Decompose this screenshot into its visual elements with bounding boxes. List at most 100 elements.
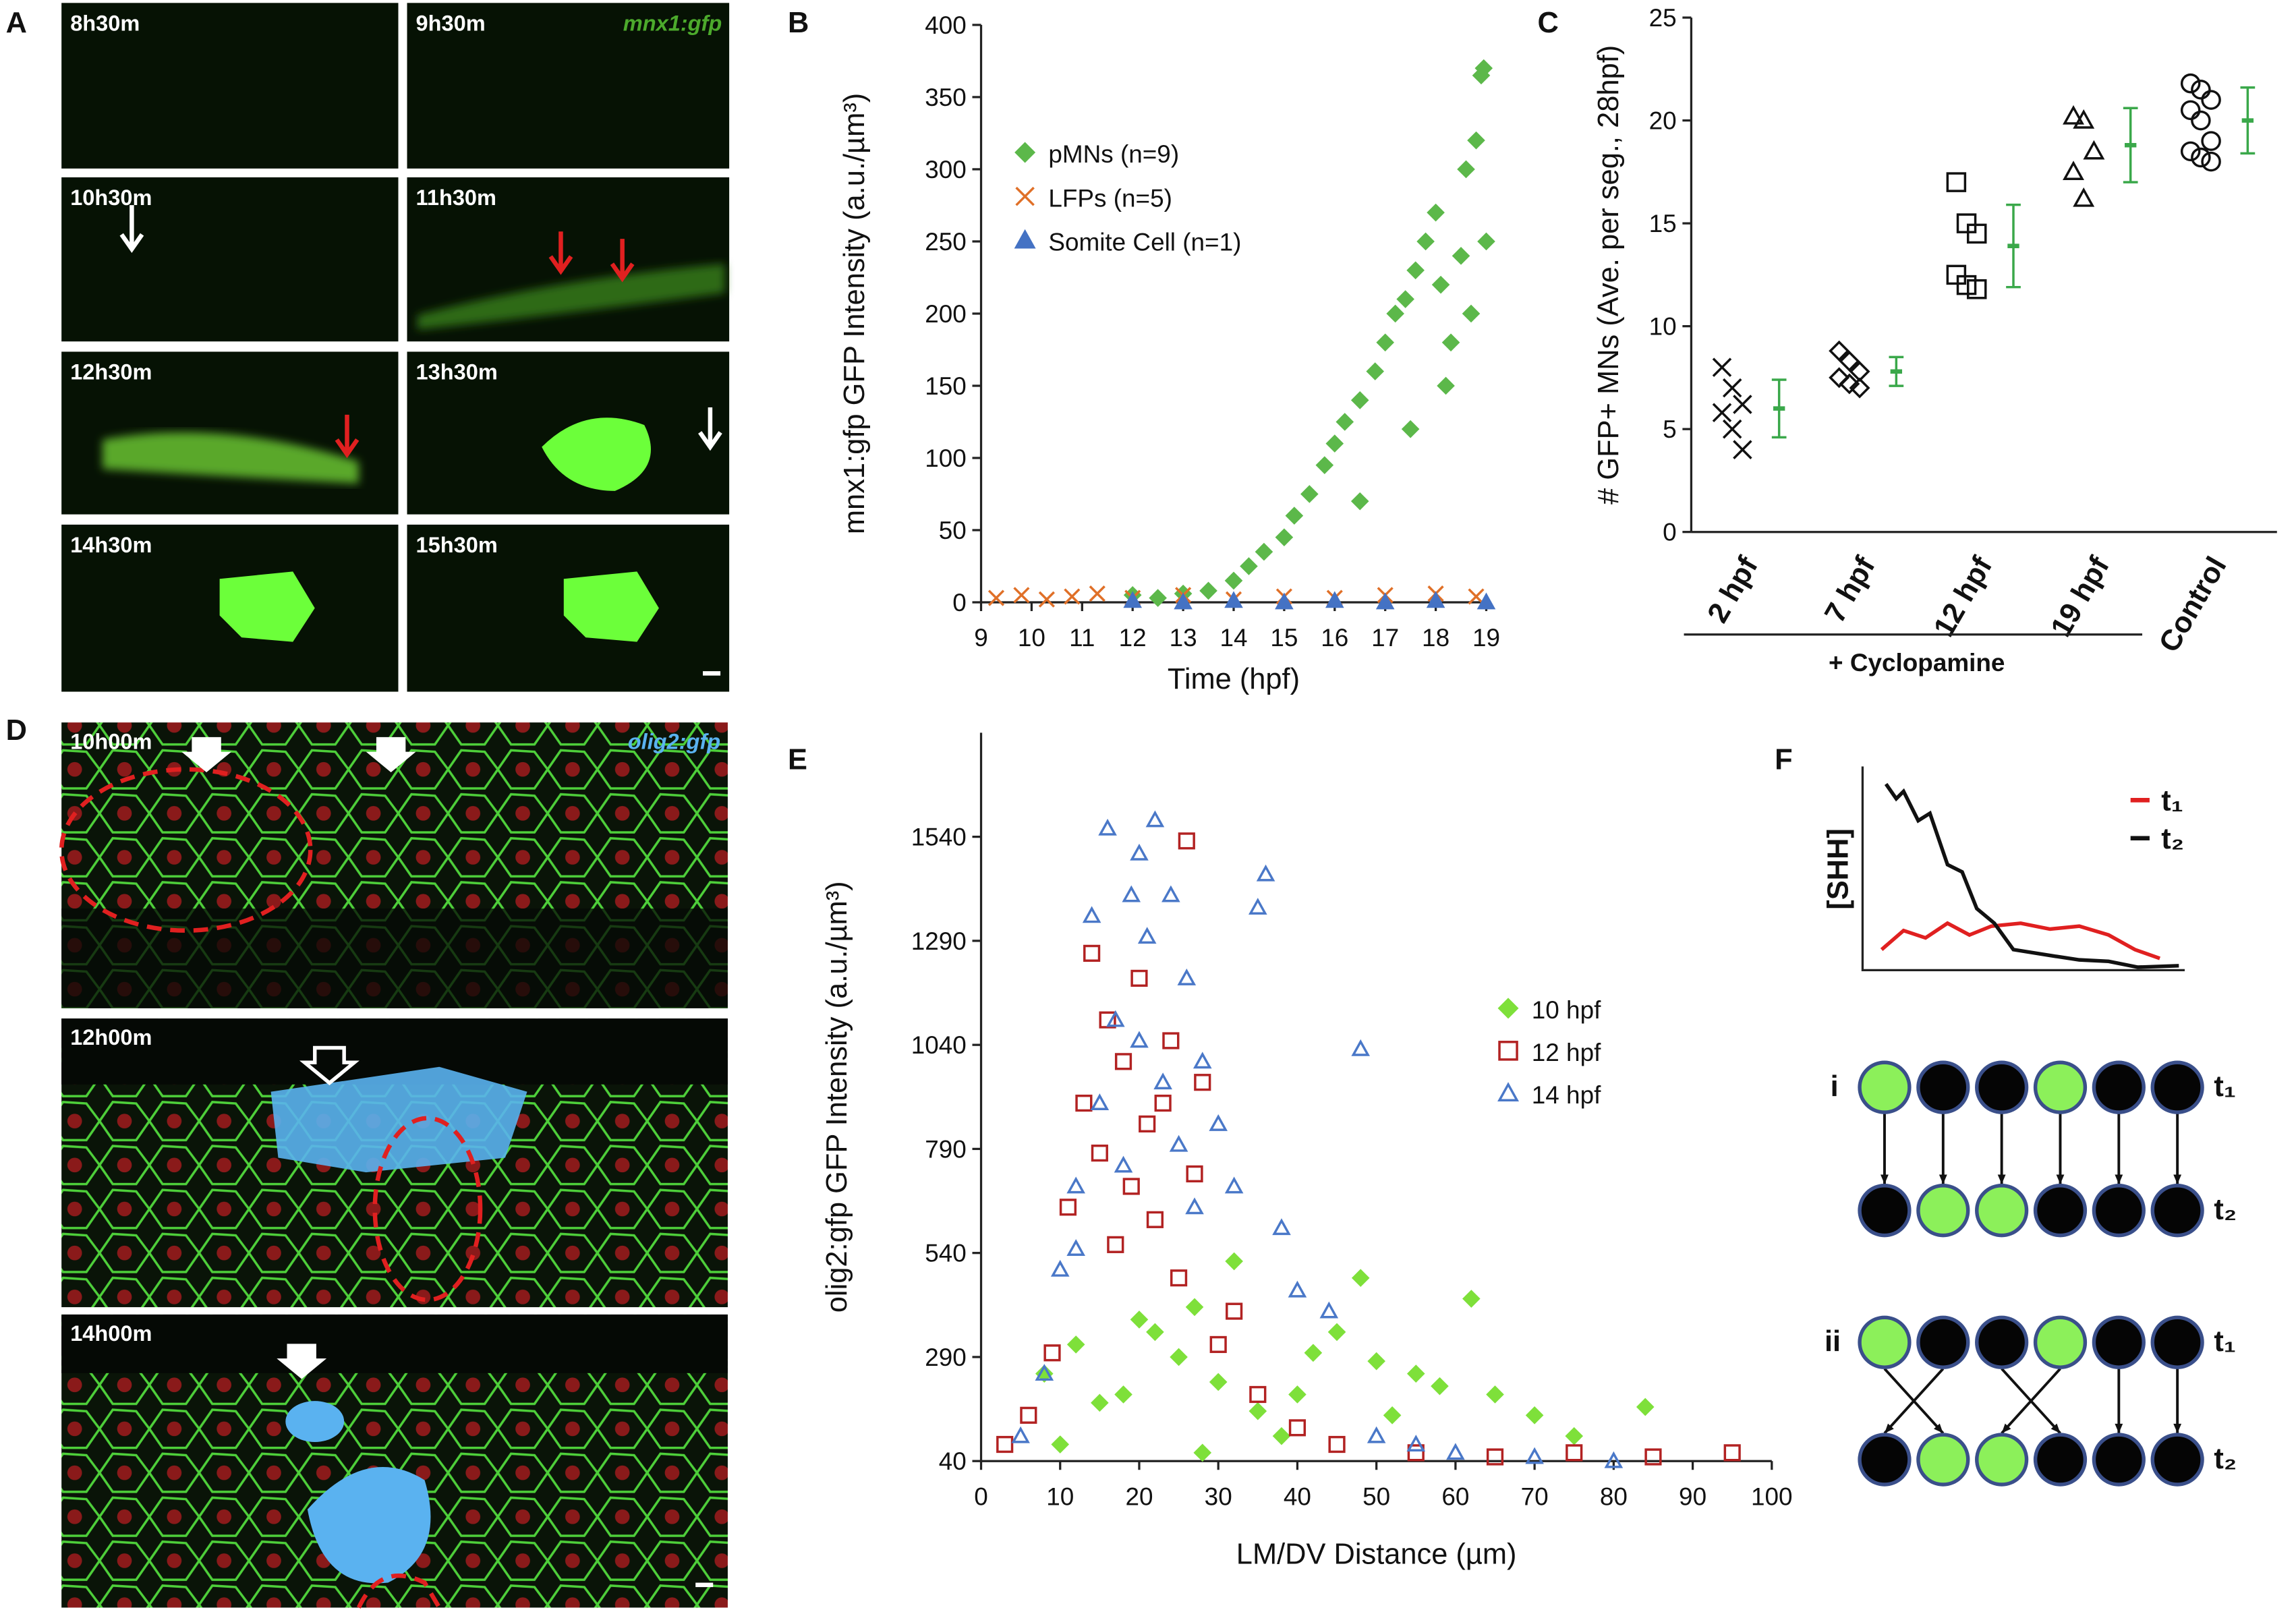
- point: [2180, 100, 2201, 121]
- point: [1839, 373, 1860, 395]
- point: [1170, 1348, 1188, 1366]
- x-tick-label: 9: [974, 624, 988, 652]
- x-tick-label: 17: [1371, 624, 1399, 652]
- point: [1035, 1364, 1054, 1381]
- point: [1383, 1406, 1402, 1424]
- cell: [1916, 1060, 1970, 1114]
- x-tick-label: 18: [1422, 624, 1450, 652]
- point: [1416, 232, 1435, 251]
- point: [1336, 413, 1354, 431]
- panel-letter: B: [788, 7, 809, 39]
- point: [2180, 73, 2201, 94]
- point: [1091, 1393, 1109, 1412]
- point: [1185, 1298, 1204, 1317]
- point: [1406, 1364, 1425, 1383]
- cell: [2150, 1060, 2204, 1114]
- cell: [1858, 1433, 1912, 1487]
- point: [1566, 1444, 1583, 1462]
- y-tick-label: 400: [925, 11, 967, 39]
- frame-label: 14h00m: [70, 1321, 152, 1346]
- cell: [1916, 1315, 1970, 1369]
- arrow-head: [2173, 1423, 2182, 1433]
- profile-line: [1884, 782, 2179, 969]
- point: [1351, 1039, 1371, 1056]
- point: [1366, 362, 1385, 380]
- point: [1315, 456, 1334, 474]
- panel-d: 10h00m 12h00m 14h00m olig2:gfp: [59, 722, 728, 1609]
- x-tick-label: 90: [1679, 1483, 1706, 1510]
- point: [1194, 1074, 1211, 1091]
- point: [1427, 203, 1445, 222]
- arrow: [277, 1344, 327, 1379]
- point: [1401, 420, 1420, 438]
- point: [1161, 885, 1180, 902]
- point: [1636, 1398, 1655, 1416]
- point: [1122, 885, 1141, 902]
- point: [2191, 110, 2211, 131]
- point: [1304, 1344, 1323, 1362]
- point: [1154, 1094, 1172, 1112]
- arrow: [1883, 1368, 1945, 1435]
- point: [1457, 160, 1475, 179]
- x-tick-label: 30: [1205, 1483, 1232, 1510]
- point: [1712, 357, 1732, 377]
- panel-letter: C: [1537, 7, 1558, 39]
- cell: [2150, 1184, 2204, 1238]
- point: [1966, 279, 1987, 299]
- point: [1722, 419, 1742, 439]
- signal: [219, 571, 315, 642]
- arrow-head: [2056, 1174, 2065, 1184]
- arrow: [299, 1045, 360, 1086]
- point: [1249, 1402, 1267, 1420]
- point: [1367, 1352, 1385, 1371]
- point: [1462, 304, 1481, 323]
- point: [2191, 147, 2211, 168]
- y-tick-label: 200: [925, 300, 967, 328]
- x-tick-label: 12: [1119, 624, 1147, 652]
- point: [1956, 213, 1977, 233]
- arrow-head: [2001, 1423, 2011, 1433]
- point: [1137, 927, 1157, 944]
- point: [1467, 131, 1485, 150]
- legend-marker: [1014, 142, 1036, 163]
- point: [1272, 1218, 1291, 1236]
- point: [1038, 591, 1055, 608]
- point: [1525, 1447, 1544, 1464]
- point: [1946, 264, 1967, 285]
- point: [1406, 261, 1425, 280]
- cell-diagram: [1858, 1060, 2204, 1487]
- legend-label: t₁: [2161, 785, 2183, 817]
- point: [1255, 542, 1273, 561]
- point: [2201, 151, 2221, 172]
- point: [1162, 1032, 1180, 1049]
- point: [1249, 1385, 1267, 1404]
- point: [1644, 1448, 1662, 1466]
- point: [1426, 591, 1445, 608]
- point: [1474, 59, 1493, 78]
- frame-label: 9h30m: [416, 11, 486, 36]
- point: [1722, 378, 1742, 398]
- point: [1396, 290, 1414, 308]
- y-tick-label: 1290: [911, 927, 967, 955]
- point: [1723, 1444, 1741, 1462]
- point: [1224, 591, 1243, 608]
- point: [1146, 1323, 1164, 1342]
- point: [1325, 434, 1344, 453]
- point: [1325, 591, 1344, 608]
- scale-bar: [703, 671, 721, 676]
- point: [1249, 898, 1267, 915]
- signal: [307, 1467, 431, 1584]
- x-tick-label: 10: [1046, 1483, 1074, 1510]
- cell: [1975, 1060, 2029, 1114]
- point: [1224, 1176, 1244, 1194]
- legend-label: 14 hpf: [1532, 1081, 1601, 1109]
- arrow-head: [2173, 1174, 2182, 1184]
- point: [1829, 340, 1850, 362]
- point: [1565, 1427, 1584, 1445]
- point: [1122, 1178, 1140, 1195]
- point: [987, 589, 1005, 606]
- point: [1153, 1072, 1172, 1090]
- point: [1288, 1280, 1307, 1298]
- point: [1486, 1385, 1504, 1404]
